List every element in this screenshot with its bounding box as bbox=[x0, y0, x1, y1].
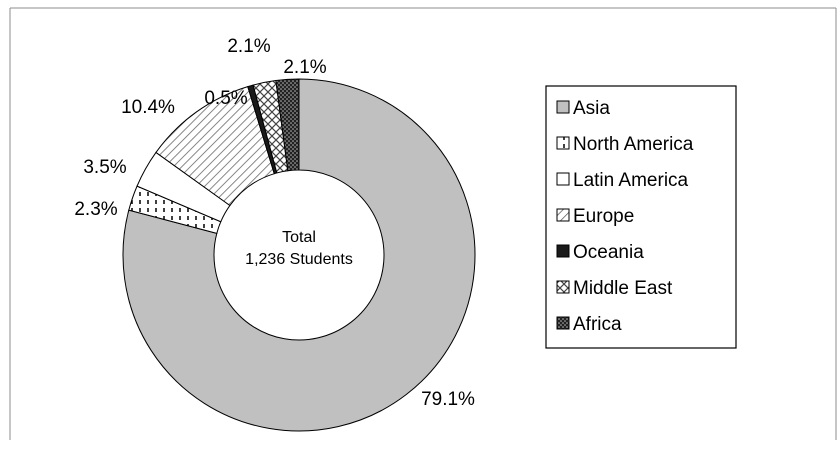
legend-swatch-middle-east bbox=[556, 280, 570, 294]
legend-label-africa: Africa bbox=[573, 314, 622, 335]
legend-swatch-europe bbox=[556, 208, 570, 222]
legend-swatch-north-america bbox=[556, 136, 570, 150]
slice-labels: 79.1% 2.3% 3.5% 10.4% 0.5% 2.1% 2.1% bbox=[74, 36, 475, 410]
slice-label-africa: 2.1% bbox=[283, 57, 326, 78]
legend-label-latin-america: Latin America bbox=[573, 170, 689, 191]
legend-label-asia: Asia bbox=[573, 98, 610, 119]
slice-label-middle-east: 2.1% bbox=[227, 36, 270, 57]
legend-swatch-oceania bbox=[556, 244, 570, 258]
slice-label-north-america: 2.3% bbox=[74, 199, 117, 220]
legend-label-north-america: North America bbox=[573, 134, 694, 155]
center-label-line-1: Total bbox=[282, 229, 316, 246]
legend-swatch-africa bbox=[556, 316, 570, 330]
donut-slices bbox=[122, 78, 476, 432]
legend-label-middle-east: Middle East bbox=[573, 278, 673, 299]
legend-label-oceania: Oceania bbox=[573, 242, 644, 263]
center-label-line-2: 1,236 Students bbox=[245, 251, 353, 268]
legend: Asia North America Latin America Europe Ocea… bbox=[556, 98, 694, 335]
legend-label-europe: Europe bbox=[573, 206, 634, 227]
legend-swatch-asia bbox=[556, 100, 570, 114]
slice-africa bbox=[275, 78, 300, 172]
slice-label-europe: 10.4% bbox=[121, 97, 175, 118]
legend-box bbox=[545, 85, 737, 349]
slice-label-asia: 79.1% bbox=[421, 389, 475, 410]
slice-label-latin-america: 3.5% bbox=[83, 157, 126, 178]
slice-label-oceania: 0.5% bbox=[204, 88, 247, 109]
slice-asia bbox=[122, 78, 476, 432]
legend-swatch-latin-america bbox=[556, 172, 570, 186]
